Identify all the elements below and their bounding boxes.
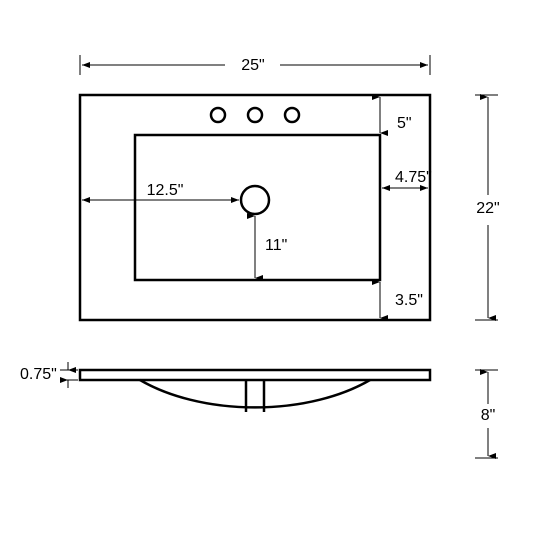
drain-hole (241, 186, 269, 214)
dim-height: 22" (476, 200, 499, 217)
faucet-hole (285, 108, 299, 122)
sink-dimension-diagram: 25" 22" 5" 12.5" 4.75" 11" 3.5" 0.75" 8" (0, 0, 550, 550)
dim-4-75: 4.75" (395, 169, 432, 186)
dim-12-5: 12.5" (147, 182, 184, 199)
dim-11: 11" (265, 237, 287, 254)
basin-rect (135, 135, 380, 280)
dim-3-5: 3.5" (395, 292, 423, 309)
dim-5: 5" (397, 115, 412, 132)
dim-0-75: 0.75" (20, 366, 57, 383)
faucet-hole (248, 108, 262, 122)
outer-rect (80, 95, 430, 320)
dim-width: 25" (241, 57, 264, 74)
faucet-hole (211, 108, 225, 122)
bowl-arc (140, 380, 370, 407)
dim-8: 8" (481, 407, 496, 424)
counter-profile (80, 370, 430, 380)
